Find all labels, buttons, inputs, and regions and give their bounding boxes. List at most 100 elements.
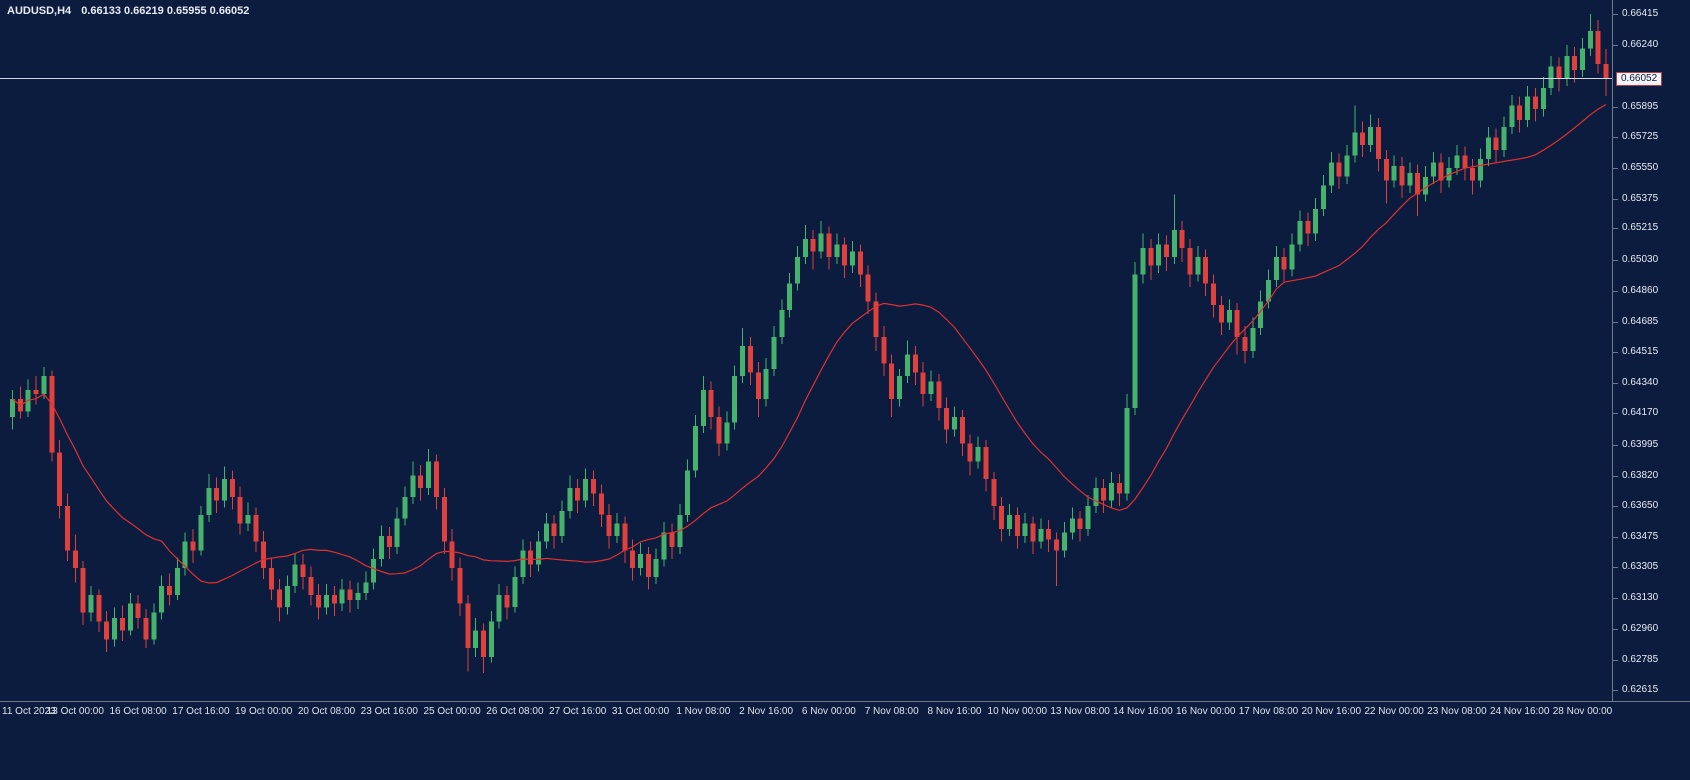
candle-body bbox=[952, 416, 957, 430]
candle-body bbox=[1564, 55, 1570, 79]
candle-body bbox=[826, 233, 832, 257]
candle-body bbox=[410, 475, 416, 497]
price-tick-label: 0.66240 bbox=[1622, 39, 1659, 51]
candle-body bbox=[967, 443, 973, 462]
candle-body bbox=[1148, 247, 1154, 266]
candle-body bbox=[716, 416, 722, 444]
candle-body bbox=[1109, 482, 1114, 501]
candle-body bbox=[441, 497, 447, 542]
time-axis[interactable]: 11 Oct 2023 13 Oct 00:00 16 Oct 08:00 17 Oc… bbox=[0, 701, 1690, 780]
candle-body bbox=[865, 274, 871, 302]
candle-body bbox=[496, 594, 502, 622]
candle-body bbox=[920, 372, 926, 394]
time-tick-label: 13 Oct 00:00 bbox=[46, 706, 104, 717]
candle-body bbox=[590, 479, 596, 494]
candle-body bbox=[206, 488, 212, 515]
candle-body bbox=[276, 589, 282, 608]
candle-body bbox=[1313, 208, 1319, 234]
candle-body bbox=[1187, 247, 1193, 275]
moving-average-line bbox=[12, 103, 1607, 584]
candle-body bbox=[999, 505, 1005, 529]
candle-body bbox=[221, 479, 227, 501]
price-tick-mark bbox=[1613, 537, 1618, 538]
candle-body bbox=[1305, 221, 1311, 234]
candle-body bbox=[449, 541, 455, 569]
candle-body bbox=[426, 461, 431, 489]
time-tick-label: 1 Nov 08:00 bbox=[676, 706, 731, 717]
candle-body bbox=[378, 536, 384, 560]
price-tick-mark bbox=[1613, 690, 1618, 691]
candle-body bbox=[127, 603, 133, 631]
candle-body bbox=[1603, 64, 1609, 79]
candle-body bbox=[112, 618, 117, 640]
candle-body bbox=[763, 368, 769, 400]
time-tick-label: 10 Nov 00:00 bbox=[987, 706, 1048, 717]
candle-body bbox=[1485, 137, 1491, 159]
chart-plot-area[interactable]: AUDUSD,H4 0.66133 0.66219 0.65955 0.66052 bbox=[0, 0, 1612, 701]
candle-body bbox=[1548, 66, 1554, 88]
candle-body bbox=[1321, 185, 1326, 209]
candle-body bbox=[1006, 514, 1012, 529]
candle-body bbox=[253, 514, 259, 542]
price-tick-label: 0.63995 bbox=[1622, 438, 1659, 450]
candle-body bbox=[1124, 408, 1130, 494]
time-tick-label: 17 Oct 16:00 bbox=[172, 706, 230, 717]
candle-body bbox=[371, 559, 377, 583]
candle-body bbox=[394, 518, 400, 547]
candle-body bbox=[174, 568, 180, 595]
price-tick-label: 0.65895 bbox=[1622, 100, 1659, 112]
candle-body bbox=[1258, 301, 1264, 328]
price-tick-mark bbox=[1613, 321, 1618, 323]
time-tick-label: 6 Nov 00:00 bbox=[801, 706, 856, 717]
candle-body bbox=[1344, 155, 1350, 177]
candle-body bbox=[57, 452, 63, 506]
candle-body bbox=[936, 381, 942, 409]
candle-body bbox=[740, 345, 745, 376]
candle-body bbox=[198, 514, 204, 551]
candle-body bbox=[638, 553, 643, 569]
candle-body bbox=[1383, 159, 1389, 181]
candlestick-chart[interactable] bbox=[0, 0, 1612, 701]
candle-body bbox=[622, 523, 628, 551]
price-axis[interactable]: 0.66415 0.66240 0.65895 0.65725 0.65550 0.653… bbox=[1612, 0, 1690, 701]
price-tick-label: 0.65725 bbox=[1622, 130, 1659, 142]
candle-body bbox=[104, 621, 110, 640]
candle-body bbox=[1336, 162, 1342, 177]
candle-body bbox=[1038, 529, 1044, 542]
candle-body bbox=[347, 589, 353, 601]
candle-body bbox=[1415, 173, 1421, 195]
candle-body bbox=[1132, 274, 1138, 408]
candle-body bbox=[49, 376, 55, 453]
candle-body bbox=[606, 514, 612, 537]
price-tick-mark bbox=[1613, 567, 1618, 569]
candle-body bbox=[457, 568, 463, 604]
price-tick-mark bbox=[1613, 106, 1618, 108]
candle-body bbox=[1250, 328, 1256, 352]
candle-body bbox=[433, 461, 439, 497]
candle-body bbox=[1164, 244, 1169, 257]
price-tick-mark bbox=[1613, 444, 1618, 446]
candle-body bbox=[944, 408, 950, 430]
price-tick-mark bbox=[1613, 598, 1618, 600]
candle-body bbox=[1454, 155, 1460, 168]
candle-body bbox=[787, 283, 793, 311]
candle-body bbox=[724, 422, 730, 444]
candle-body bbox=[802, 239, 808, 257]
candle-body bbox=[1423, 176, 1428, 195]
candle-body bbox=[80, 568, 86, 613]
candle-body bbox=[418, 475, 424, 489]
candle-body bbox=[504, 594, 510, 608]
price-tick-mark bbox=[1613, 659, 1618, 661]
candle-body bbox=[1540, 87, 1546, 110]
candle-body bbox=[292, 564, 298, 586]
candle-body bbox=[771, 336, 777, 369]
price-tick-mark bbox=[1613, 628, 1618, 630]
symbol-timeframe-label: AUDUSD,H4 bbox=[7, 5, 72, 17]
candle-body bbox=[1014, 514, 1020, 537]
candle-body bbox=[630, 550, 636, 569]
candle-body bbox=[261, 541, 267, 569]
candle-body bbox=[33, 390, 39, 394]
candle-body bbox=[1218, 304, 1224, 323]
price-tick-mark bbox=[1613, 45, 1618, 47]
candle-body bbox=[182, 541, 188, 569]
